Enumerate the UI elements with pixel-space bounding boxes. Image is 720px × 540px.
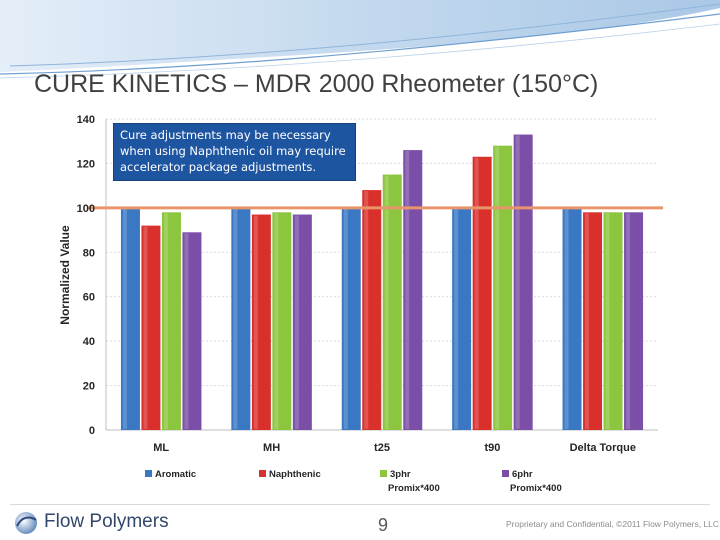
legend-swatch [502,470,509,477]
bar-highlight [294,215,299,429]
bar-mh-1 [231,207,251,430]
bar-highlight [495,146,500,429]
header-banner [0,0,720,79]
bar-highlight [605,213,610,429]
legend-label: Naphthenic [269,469,321,480]
bar-delta-torque-4 [624,212,644,430]
company-name: Flow Polymers [44,511,169,532]
bars [120,134,644,431]
bar-t25-1 [341,207,361,430]
bar-mh-3 [272,212,292,430]
bar-t90-2 [472,156,492,430]
y-axis-ticks: 0 20 40 60 80 100 120 140 [77,114,95,437]
bar-delta-torque-1 [562,207,582,430]
bar-highlight [253,215,258,429]
legend-swatch [145,470,152,477]
bar-t25-4 [403,150,423,430]
bar-highlight [364,191,369,429]
bar-highlight [163,213,168,429]
y-tick-label: 80 [83,247,95,259]
bar-highlight [474,157,479,429]
bar-highlight [564,208,569,429]
bar-highlight [143,226,148,429]
bar-t90-3 [493,145,513,430]
bar-highlight [585,213,590,429]
confidential-notice: Proprietary and Confidential, ©2011 Flow… [506,519,720,529]
bar-delta-torque-2 [583,212,603,430]
y-tick-label: 100 [77,203,95,215]
legend-label: Aromatic [155,469,196,480]
bar-highlight [454,208,459,429]
footer-divider [10,504,710,505]
bar-chart: 0 20 40 60 80 100 120 140 ML MH t25 t90 Delta Torqu… [58,114,663,494]
x-tick-label: ML [153,442,169,454]
y-axis-label: Normalized Value [58,225,72,325]
bar-highlight [384,175,389,429]
y-tick-label: 40 [83,336,95,348]
slide-title: CURE KINETICS – MDR 2000 Rheometer (150°… [34,70,599,98]
legend-label: 6phr [512,469,533,480]
bar-highlight [233,208,238,429]
bar-t25-3 [382,174,402,430]
bar-highlight [274,213,279,429]
bar-highlight [122,208,127,429]
x-tick-label: MH [263,442,280,454]
bar-delta-torque-3 [603,212,623,430]
bar-highlight [626,213,631,429]
flow-polymers-logo-icon [15,512,37,534]
bar-highlight [184,233,189,429]
bar-highlight [515,135,520,430]
bar-t25-2 [362,190,382,430]
y-tick-label: 0 [89,425,95,437]
y-tick-label: 20 [83,381,95,393]
x-tick-label: t90 [484,442,500,454]
page-number: 9 [378,515,389,535]
legend-label: Promix*400 [510,483,562,494]
y-tick-label: 140 [77,114,95,126]
bar-mh-2 [251,214,271,430]
legend-label: Promix*400 [388,483,440,494]
bar-t90-1 [452,207,472,430]
bar-highlight [343,208,348,429]
x-tick-label: t25 [374,442,390,454]
callout-box: Cure adjustments may be necessary when u… [113,123,356,181]
legend-swatch [259,470,266,477]
bar-ml-1 [120,207,140,430]
legend: Aromatic Naphthenic 3phr Promix*400 6phr Prom… [145,469,562,494]
legend-label: 3phr [390,469,411,480]
x-axis-ticks: ML MH t25 t90 Delta Torque [153,442,636,454]
bar-highlight [405,151,410,429]
bar-ml-2 [141,225,161,430]
bar-mh-4 [292,214,312,430]
legend-swatch [380,470,387,477]
x-tick-label: Delta Torque [570,442,636,454]
bar-ml-3 [161,212,181,430]
bar-ml-4 [182,232,202,430]
y-tick-label: 120 [77,158,95,170]
y-tick-label: 60 [83,292,95,304]
